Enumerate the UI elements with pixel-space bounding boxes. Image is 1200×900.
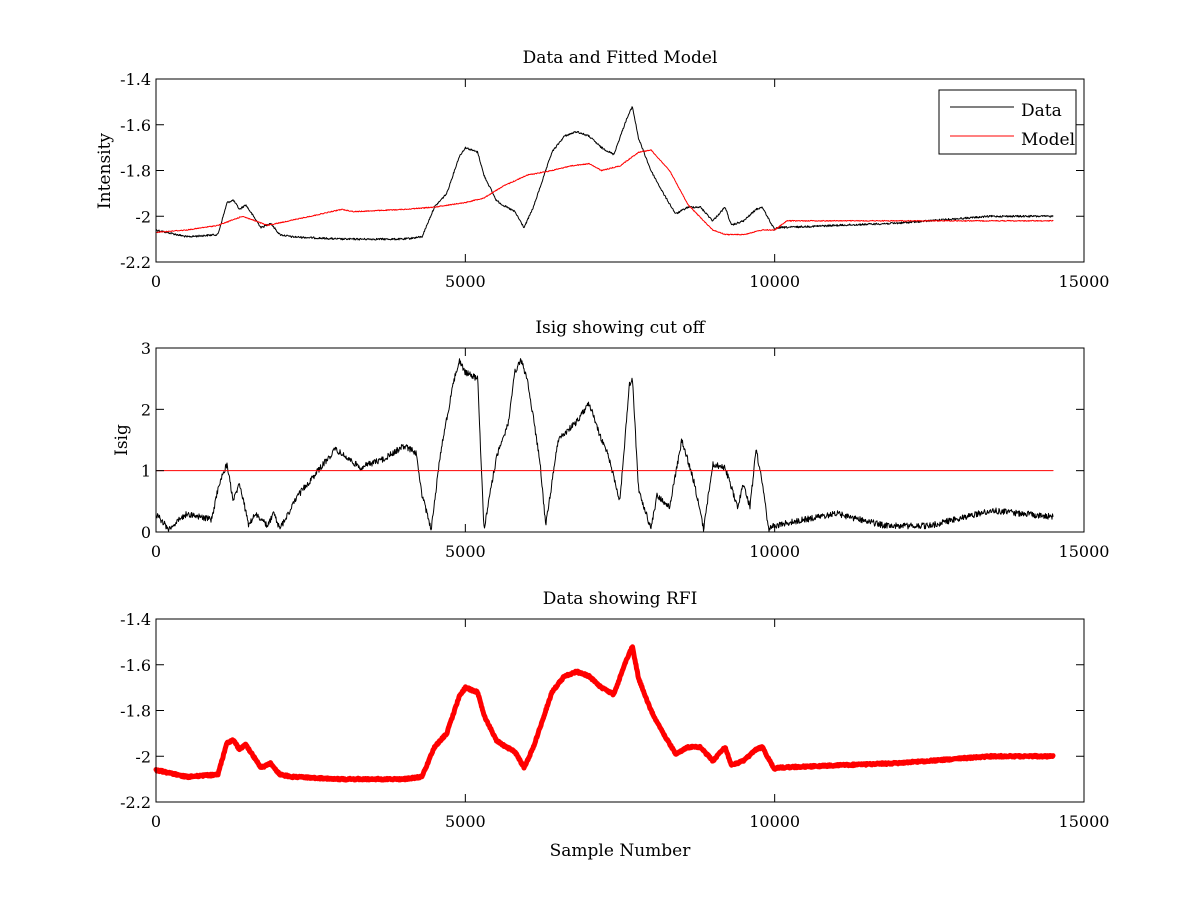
- panel-1-title: Data and Fitted Model: [523, 48, 718, 68]
- x-tick-label: 0: [151, 272, 161, 291]
- y-tick-label: -1.6: [120, 116, 151, 135]
- x-tick-label: 15000: [1059, 542, 1110, 561]
- x-tick-label: 10000: [749, 812, 800, 831]
- legend-model-label: Model: [1021, 130, 1075, 150]
- panel-2-series: [155, 358, 1054, 533]
- panel-2-axes-box: [155, 347, 1085, 533]
- signal-series-line: [155, 358, 1054, 533]
- y-tick-label: -1.4: [120, 70, 151, 89]
- legend: Data Model: [938, 89, 1077, 155]
- y-tick-label: 1: [141, 462, 151, 481]
- y-tick-label: -2.2: [120, 793, 151, 812]
- x-tick-label: 5000: [445, 272, 486, 291]
- x-tick-label: 15000: [1059, 272, 1110, 291]
- x-tick-label: 0: [151, 812, 161, 831]
- x-tick-label: 10000: [749, 272, 800, 291]
- x-tick-label: 15000: [1059, 812, 1110, 831]
- y-tick-label: -1.8: [120, 702, 151, 721]
- y-tick-label: 2: [141, 400, 151, 419]
- panel-2-ticks: 0 5000 10000 15000 0 1 2 3: [141, 339, 1110, 561]
- y-tick-label: -2: [135, 207, 151, 226]
- y-tick-label: 3: [141, 339, 151, 358]
- y-tick-label: -1.6: [120, 656, 151, 675]
- panel-3-xlabel: Sample Number: [550, 841, 692, 861]
- legend-box: [938, 89, 1077, 155]
- panel-3-series: [153, 644, 1056, 783]
- legend-data-label: Data: [1021, 101, 1062, 121]
- panel-isig: Isig showing cut off Isig 0 5000 10000 1500…: [112, 318, 1109, 561]
- x-tick-label: 10000: [749, 542, 800, 561]
- panel-1-series: [155, 106, 1054, 241]
- y-tick-label: -2: [135, 747, 151, 766]
- panel-rfi: Data showing RFI 0 5000 10000 15000 -2.2 -2 -1…: [120, 589, 1109, 861]
- y-tick-label: 0: [141, 523, 151, 542]
- panel-1-ylabel: Intensity: [95, 133, 115, 209]
- data-series-line: [155, 106, 1054, 241]
- panel-data-and-model: Data and Fitted Model Intensity 0 5000 100…: [95, 48, 1109, 291]
- signal-series-line: [153, 644, 1056, 783]
- panel-3-title: Data showing RFI: [543, 589, 698, 609]
- panel-2-title: Isig showing cut off: [535, 318, 706, 338]
- x-tick-label: 0: [151, 542, 161, 561]
- x-tick-label: 5000: [445, 812, 486, 831]
- panel-3-ticks: 0 5000 10000 15000 -2.2 -2 -1.8 -1.6 -1.4: [120, 610, 1109, 831]
- panel-1-ticks: 0 5000 10000 15000 -2.2 -2 -1.8 -1.6 -1.4: [120, 70, 1109, 291]
- y-tick-label: -2.2: [120, 253, 151, 272]
- panel-2-ylabel: Isig: [112, 424, 132, 456]
- y-tick-label: -1.4: [120, 610, 151, 629]
- x-tick-label: 5000: [445, 542, 486, 561]
- y-tick-label: -1.8: [120, 162, 151, 181]
- model-series-line: [155, 149, 1054, 236]
